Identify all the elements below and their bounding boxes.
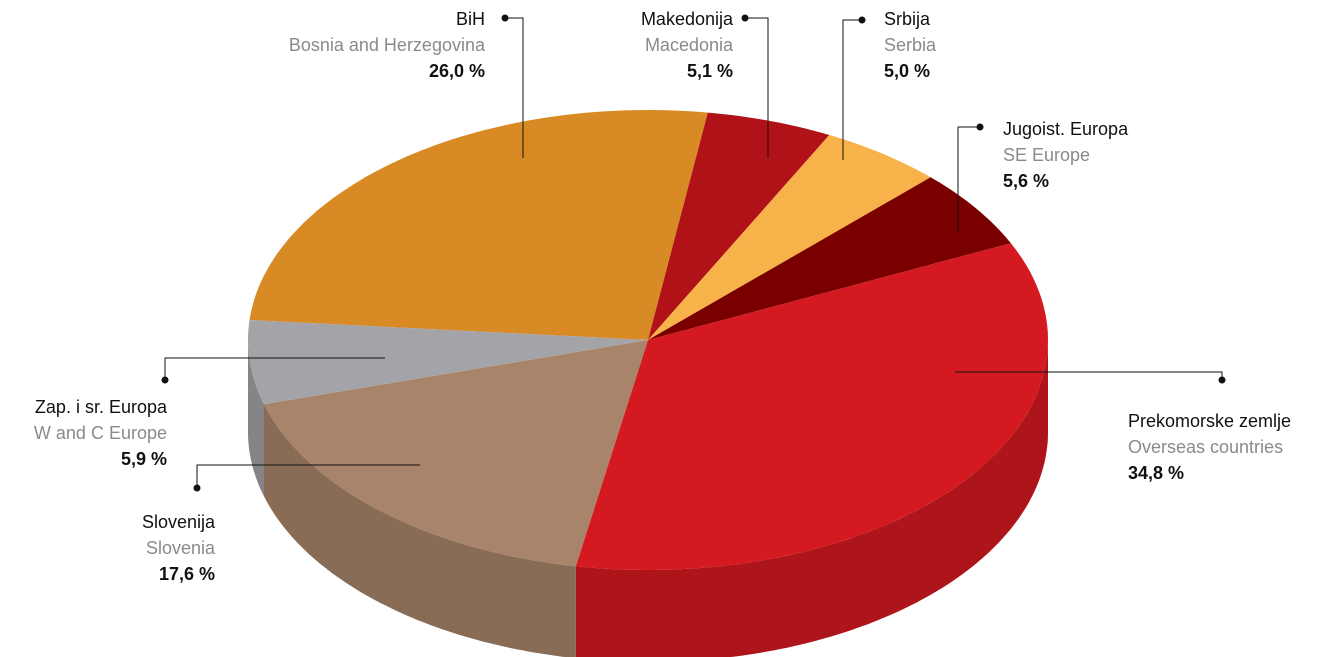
slice-side-shade	[575, 340, 1048, 657]
label-name: BiH	[456, 9, 485, 29]
slice-side	[264, 404, 576, 657]
leader-dot	[161, 376, 169, 384]
slice	[648, 135, 931, 340]
slice-side-shade	[248, 340, 264, 497]
label-value: 5,9 %	[121, 449, 167, 469]
leader-line	[957, 126, 980, 232]
slice-side	[248, 340, 264, 497]
leader-line	[745, 17, 769, 158]
label-translation: Overseas countries	[1128, 437, 1283, 457]
label-translation: Serbia	[884, 35, 937, 55]
label-translation: SE Europe	[1003, 145, 1090, 165]
label-name: Slovenija	[142, 512, 216, 532]
leader-line	[164, 357, 385, 380]
leader-dot	[501, 14, 509, 22]
label-name: Jugoist. Europa	[1003, 119, 1129, 139]
label-name: Srbija	[884, 9, 931, 29]
label-translation: Slovenia	[146, 538, 216, 558]
leader-dot	[193, 484, 201, 492]
label-value: 26,0 %	[429, 61, 485, 81]
label-translation: Bosnia and Herzegovina	[289, 35, 486, 55]
label-value: 5,6 %	[1003, 171, 1049, 191]
slice	[264, 340, 648, 567]
leader-line	[196, 464, 420, 488]
label-name: Makedonija	[641, 9, 734, 29]
leader-dot	[858, 16, 866, 24]
label-value: 5,1 %	[687, 61, 733, 81]
slice	[575, 243, 1048, 570]
slice	[648, 177, 1011, 340]
slice	[248, 320, 648, 405]
label-value: 5,0 %	[884, 61, 930, 81]
slice-side	[575, 340, 1048, 657]
label-name: Zap. i sr. Europa	[35, 397, 168, 417]
label-translation: Macedonia	[645, 35, 734, 55]
leader-dot	[1218, 376, 1226, 384]
slice	[648, 112, 830, 340]
leader-line	[842, 19, 862, 160]
leader-line	[505, 17, 524, 158]
leader-dot	[976, 123, 984, 131]
slice-side-shade	[264, 404, 576, 657]
slice	[249, 110, 708, 340]
label-translation: W and C Europe	[34, 423, 167, 443]
label-value: 17,6 %	[159, 564, 215, 584]
label-value: 34,8 %	[1128, 463, 1184, 483]
label-name: Prekomorske zemlje	[1128, 411, 1291, 431]
leader-dot	[741, 14, 749, 22]
